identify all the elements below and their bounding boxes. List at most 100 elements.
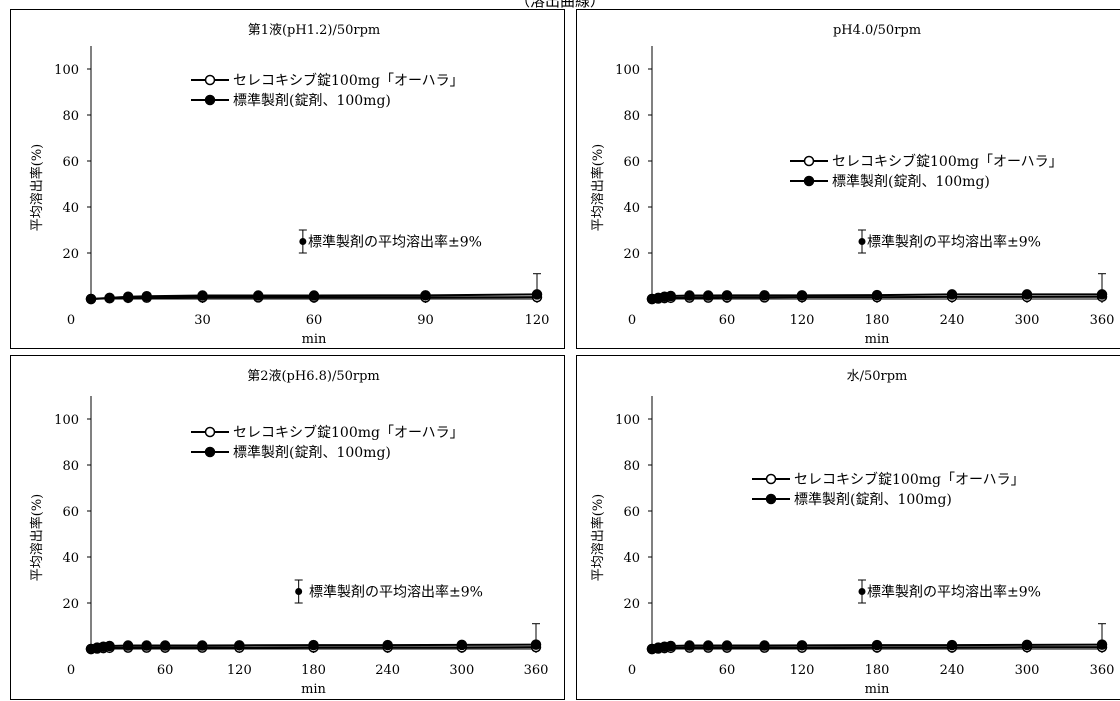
y-tick-label: 20 bbox=[62, 597, 79, 612]
chart-panel-water: 水/50rpm 20 40 60 80 100 0 60 120 180 240 300 360 min 平… bbox=[576, 355, 1120, 700]
legend-marker bbox=[765, 493, 777, 505]
x-tick-label: 300 bbox=[1015, 663, 1040, 678]
data-point-reference bbox=[308, 290, 320, 301]
data-point-reference bbox=[308, 639, 319, 651]
data-point-reference bbox=[141, 640, 152, 651]
x-tick-label: 240 bbox=[940, 663, 965, 678]
y-tick-label: 100 bbox=[54, 413, 79, 428]
data-point-reference bbox=[946, 639, 958, 651]
y-tick-label: 40 bbox=[62, 201, 79, 216]
x-tick-label: 120 bbox=[790, 313, 815, 328]
data-point-reference bbox=[871, 289, 883, 301]
data-point-reference bbox=[420, 290, 431, 301]
legend-marker bbox=[765, 473, 777, 485]
x-tick-label: 300 bbox=[449, 663, 474, 678]
y-tick-label: 40 bbox=[623, 551, 640, 566]
chart-title: 第2液(pH6.8)/50rpm bbox=[247, 369, 380, 384]
legend-label: セレコキシブ錠100mg「オーハラ」 bbox=[832, 153, 1063, 170]
y-tick-label: 100 bbox=[615, 413, 640, 428]
chart-panel-ph6-8: 第2液(pH6.8)/50rpm 20 40 60 80 100 0 60 120 180 240 3… bbox=[10, 355, 565, 700]
chart-svg: 第1液(pH1.2)/50rpm 20 40 60 80 100 0 30 60 90 120 min… bbox=[29, 23, 550, 347]
y-tick-label: 80 bbox=[62, 109, 79, 124]
y-tick-label: 60 bbox=[623, 505, 640, 520]
data-point-reference bbox=[141, 290, 152, 302]
data-point-reference bbox=[721, 640, 733, 651]
data-point-reference bbox=[796, 290, 808, 301]
data-point-reference bbox=[104, 292, 115, 304]
x-tick-label: 0 bbox=[67, 663, 75, 678]
y-axis-label: 平均溶出率(%) bbox=[29, 144, 45, 232]
chart-svg: 水/50rpm 20 40 60 80 100 0 60 120 180 240 300 360 min 平… bbox=[590, 369, 1115, 697]
x-tick-label: 360 bbox=[524, 663, 549, 678]
chart-title: pH4.0/50rpm bbox=[833, 23, 921, 38]
annotation-marker bbox=[858, 588, 866, 595]
x-tick-label: 180 bbox=[865, 313, 890, 328]
legend-label: セレコキシブ錠100mg「オーハラ」 bbox=[794, 471, 1025, 488]
data-point-reference bbox=[871, 639, 883, 651]
data-point-reference bbox=[85, 293, 97, 305]
x-axis-label: min bbox=[865, 682, 890, 697]
chart-title: 水/50rpm bbox=[847, 369, 908, 384]
x-tick-label: 240 bbox=[940, 313, 965, 328]
legend-label: 標準製剤(錠剤、100mg) bbox=[794, 492, 952, 508]
annotation-marker bbox=[858, 238, 866, 245]
data-point-reference bbox=[665, 290, 676, 302]
x-tick-label: 0 bbox=[67, 313, 75, 328]
data-point-reference bbox=[1021, 289, 1033, 300]
y-tick-label: 20 bbox=[623, 597, 640, 612]
legend-marker bbox=[803, 155, 815, 167]
chart-panel-ph1-2: 第1液(pH1.2)/50rpm 20 40 60 80 100 0 30 60 90 120 min… bbox=[10, 9, 565, 349]
legend-marker bbox=[204, 426, 216, 438]
y-axis-label: 平均溶出率(%) bbox=[590, 144, 606, 232]
legend-marker bbox=[204, 446, 216, 458]
x-tick-label: 30 bbox=[194, 313, 211, 328]
data-point-reference bbox=[456, 639, 468, 651]
data-point-reference bbox=[759, 290, 770, 301]
x-tick-label: 0 bbox=[628, 663, 636, 678]
legend-label: 標準製剤(錠剤、100mg) bbox=[832, 174, 990, 190]
x-axis-label: min bbox=[301, 682, 326, 697]
x-tick-label: 300 bbox=[1015, 313, 1040, 328]
x-tick-label: 240 bbox=[375, 663, 400, 678]
annotation-text: 標準製剤の平均溶出率±9% bbox=[308, 234, 482, 251]
data-point-reference bbox=[703, 290, 714, 301]
annotation-marker bbox=[295, 588, 303, 595]
x-tick-label: 0 bbox=[628, 313, 636, 328]
data-point-reference bbox=[122, 640, 134, 651]
x-tick-label: 360 bbox=[1090, 663, 1115, 678]
chart-panel-ph4-0: pH4.0/50rpm 20 40 60 80 100 0 60 120 180 240 300 360… bbox=[576, 9, 1120, 349]
x-tick-label: 60 bbox=[719, 663, 736, 678]
x-tick-label: 180 bbox=[301, 663, 326, 678]
x-tick-label: 120 bbox=[525, 313, 550, 328]
chart-svg: 第2液(pH6.8)/50rpm 20 40 60 80 100 0 60 120 180 240 3… bbox=[29, 369, 549, 697]
legend-marker bbox=[204, 74, 216, 86]
data-point-reference bbox=[665, 640, 676, 652]
legend-marker bbox=[803, 175, 815, 187]
y-tick-label: 80 bbox=[62, 459, 79, 474]
annotation-text: 標準製剤の平均溶出率±9% bbox=[309, 584, 483, 601]
data-point-reference bbox=[382, 639, 393, 651]
annotation-marker bbox=[299, 238, 307, 245]
x-tick-label: 120 bbox=[790, 663, 815, 678]
y-tick-label: 40 bbox=[623, 201, 640, 216]
x-tick-label: 90 bbox=[417, 313, 434, 328]
y-tick-label: 80 bbox=[623, 459, 640, 474]
data-point-reference bbox=[703, 640, 714, 651]
y-tick-label: 60 bbox=[62, 505, 79, 520]
legend-label: セレコキシブ錠100mg「オーハラ」 bbox=[233, 72, 464, 89]
x-axis-label: min bbox=[302, 332, 327, 347]
data-point-reference bbox=[684, 640, 695, 651]
legend-label: 標準製剤(錠剤、100mg) bbox=[233, 93, 391, 109]
x-tick-label: 60 bbox=[719, 313, 736, 328]
annotation-text: 標準製剤の平均溶出率±9% bbox=[867, 234, 1041, 251]
x-tick-label: 60 bbox=[157, 663, 174, 678]
y-tick-label: 60 bbox=[62, 155, 79, 170]
data-point-reference bbox=[104, 640, 115, 652]
y-axis-label: 平均溶出率(%) bbox=[590, 494, 606, 582]
x-tick-label: 180 bbox=[865, 663, 890, 678]
data-point-reference bbox=[796, 640, 808, 651]
y-tick-label: 40 bbox=[62, 551, 79, 566]
legend-marker bbox=[204, 94, 216, 106]
y-tick-label: 100 bbox=[615, 63, 640, 78]
data-point-reference bbox=[721, 290, 733, 301]
